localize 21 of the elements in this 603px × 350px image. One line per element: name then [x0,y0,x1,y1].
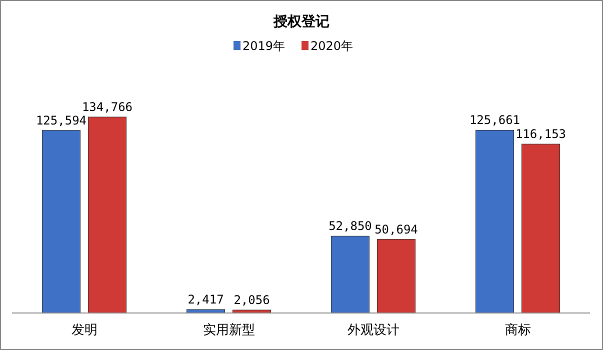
data-label: 2,056 [234,293,270,308]
bar [42,130,80,314]
data-label: 116,153 [515,127,566,142]
data-label: 125,661 [469,113,520,128]
x-tick-label: 发明 [71,323,98,338]
x-tick-label: 商标 [504,323,531,338]
data-label: 134,766 [82,100,133,114]
data-label: 50,694 [374,222,418,236]
legend-label: 2020年 [310,39,354,53]
bar [522,144,560,314]
bar [377,239,416,314]
data-label: 125,594 [36,113,87,128]
data-label: 52,850 [328,219,372,234]
x-tick-label: 实用新型 [202,323,255,338]
legend-label: 2019年 [242,39,286,53]
x-tick-label: 外观设计 [347,323,400,338]
data-label: 2,417 [188,292,224,306]
bar [476,130,514,314]
bar [331,236,370,314]
bar [88,116,126,314]
chart-title: 授权登记 [272,14,330,30]
